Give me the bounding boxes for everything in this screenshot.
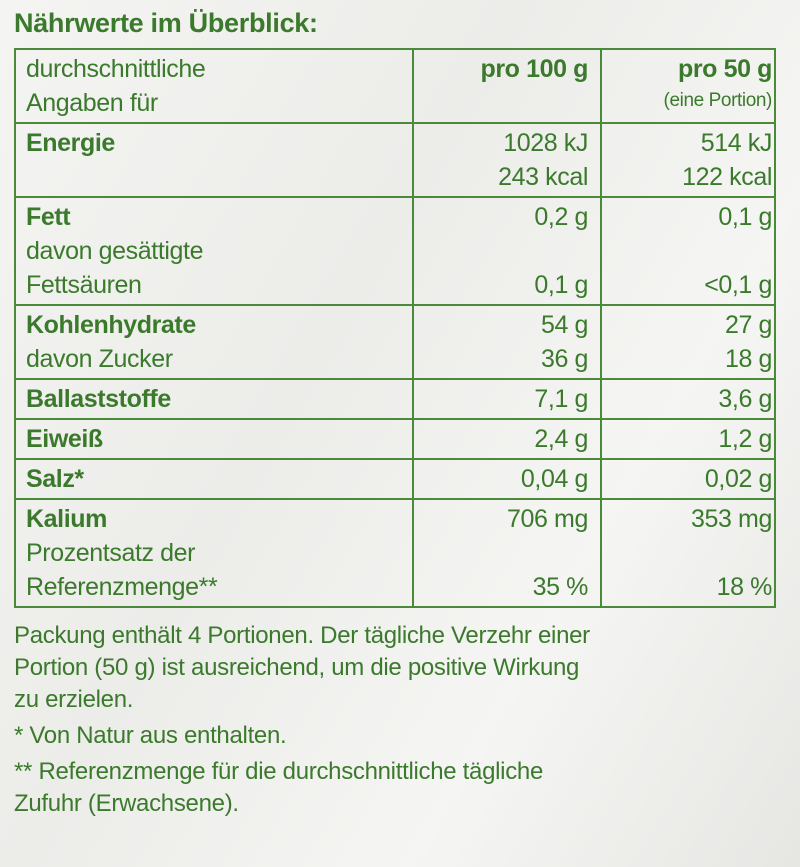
note-line: zu erzielen. (14, 686, 134, 713)
nutrition-label: Nährwerte im Überblick: durchschnittlich… (14, 8, 776, 820)
header-per-50g-label: pro 50 g (677, 55, 772, 83)
nutrition-table: durchschnittliche Angaben für pro 100 g p… (14, 48, 776, 608)
table-row: Kohlenhydrate davon Zucker 54 g 36 g 27 g 18 … (14, 304, 776, 380)
nutrient-value: 0,2 g (534, 203, 588, 231)
nutrient-value: 0,1 g (718, 203, 772, 231)
footnote-reference: ** Referenzmenge für die durchschnittlic… (14, 756, 776, 820)
table-row: Eiweiß 2,4 g 1,2 g (14, 418, 776, 460)
nutrient-value: 706 mg (507, 505, 588, 533)
nutrient-value: 1028 kJ (503, 129, 588, 157)
nutrient-name: Referenzmenge** (26, 573, 218, 601)
value-per-50g: 353 mg 18 % (600, 498, 776, 608)
nutrient-label: Ballaststoffe (14, 378, 414, 420)
value-per-50g: 3,6 g (600, 378, 776, 420)
nutrient-label: Fett davon gesättigte Fettsäuren (14, 196, 414, 306)
value-per-100g: 0,2 g 0,1 g (412, 196, 602, 306)
nutrient-label: Salz* (14, 458, 414, 500)
nutrient-value: 243 kcal (498, 163, 588, 191)
table-row: Energie 1028 kJ 243 kcal 514 kJ 122 kcal (14, 122, 776, 198)
nutrient-label: Kalium Prozentsatz der Referenzmenge** (14, 498, 414, 608)
value-per-100g: 0,04 g (412, 458, 602, 500)
nutrient-name: Kalium (26, 505, 107, 533)
nutrient-value: 0,1 g (534, 271, 588, 299)
header-per-50g: pro 50 g (eine Portion) (600, 48, 776, 124)
value-per-100g: 7,1 g (412, 378, 602, 420)
header-label-line2: Angaben für (26, 89, 158, 117)
header-portion-note: (eine Portion) (663, 90, 773, 111)
footnote-line: Zufuhr (Erwachsene). (14, 790, 239, 817)
nutrient-name: Eiweiß (26, 425, 103, 453)
table-row: Fett davon gesättigte Fettsäuren 0,2 g 0,1 … (14, 196, 776, 306)
value-per-50g: 0,1 g <0,1 g (600, 196, 776, 306)
nutrient-name: Prozentsatz der (26, 539, 196, 567)
nutrient-value: 18 g (724, 345, 772, 373)
nutrient-value (612, 234, 772, 268)
nutrient-name: Salz* (26, 465, 84, 493)
label-title: Nährwerte im Überblick: (14, 8, 318, 38)
nutrient-label: Eiweiß (14, 418, 414, 460)
nutrient-name: davon Zucker (26, 345, 173, 373)
value-per-50g: 27 g 18 g (600, 304, 776, 380)
nutrient-value: <0,1 g (704, 271, 772, 299)
footnote-line: ** Referenzmenge für die durchschnittlic… (14, 758, 544, 785)
value-per-50g: 1,2 g (600, 418, 776, 460)
nutrient-name: davon gesättigte (26, 237, 204, 265)
nutrient-label: Energie (14, 122, 414, 198)
value-per-100g: 54 g 36 g (412, 304, 602, 380)
value-per-50g: 514 kJ 122 kcal (600, 122, 776, 198)
nutrient-name (26, 160, 402, 194)
nutrient-value: 35 % (532, 573, 589, 601)
header-label: durchschnittliche Angaben für (14, 48, 414, 124)
nutrient-value: 122 kcal (682, 163, 772, 191)
table-row: Kalium Prozentsatz der Referenzmenge** 706 … (14, 498, 776, 608)
nutrient-value (424, 536, 588, 570)
nutrient-value: 3,6 g (718, 385, 772, 413)
nutrient-value (612, 536, 772, 570)
nutrient-name: Energie (26, 129, 115, 157)
nutrient-label: Kohlenhydrate davon Zucker (14, 304, 414, 380)
table-row: Ballaststoffe 7,1 g 3,6 g (14, 378, 776, 420)
nutrient-value: 54 g (540, 311, 588, 339)
nutrient-value: 1,2 g (718, 425, 772, 453)
nutrient-name: Fett (26, 203, 71, 231)
header-label-line1: durchschnittliche (26, 55, 206, 83)
nutrient-value: 2,4 g (534, 425, 588, 453)
nutrient-value: 36 g (540, 345, 588, 373)
package-note: Packung enthält 4 Portionen. Der täglich… (14, 620, 776, 716)
nutrient-name: Kohlenhydrate (26, 311, 196, 339)
nutrient-value: 0,04 g (520, 465, 589, 493)
value-per-100g: 706 mg 35 % (412, 498, 602, 608)
value-per-100g: 2,4 g (412, 418, 602, 460)
nutrient-value: 353 mg (691, 505, 772, 533)
nutrient-value: 514 kJ (700, 129, 773, 157)
value-per-100g: 1028 kJ 243 kcal (412, 122, 602, 198)
nutrient-value: 27 g (724, 311, 772, 339)
table-header-row: durchschnittliche Angaben für pro 100 g p… (14, 48, 776, 124)
header-per-100g: pro 100 g (412, 48, 602, 124)
table-row: Salz* 0,04 g 0,02 g (14, 458, 776, 500)
note-line: Portion (50 g) ist ausreichend, um die p… (14, 654, 580, 681)
nutrient-value: 0,02 g (704, 465, 773, 493)
note-line: Packung enthält 4 Portionen. Der täglich… (14, 622, 590, 649)
value-per-50g: 0,02 g (600, 458, 776, 500)
nutrient-value: 7,1 g (534, 385, 588, 413)
nutrient-value: 18 % (716, 573, 773, 601)
nutrient-name: Ballaststoffe (26, 385, 171, 413)
nutrient-name: Fettsäuren (26, 271, 142, 299)
nutrient-value (424, 234, 588, 268)
footnote-natural: * Von Natur aus enthalten. (14, 722, 287, 749)
